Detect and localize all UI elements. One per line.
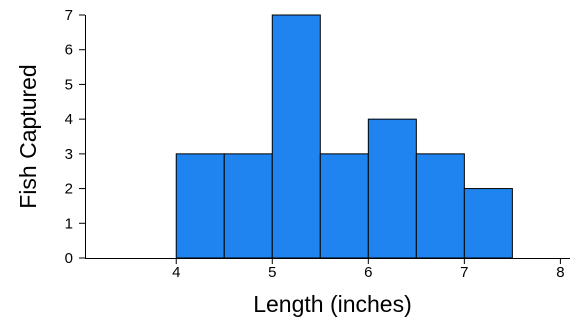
axes-group <box>85 15 570 259</box>
y-tick-label-5: 5 <box>65 76 73 93</box>
y-axis-title: Fish Captured <box>15 64 41 208</box>
bar-1 <box>175 153 225 259</box>
bar-7 <box>463 188 513 259</box>
bar-2 <box>223 153 273 259</box>
bars-group <box>175 14 513 259</box>
y-tick-label-3: 3 <box>65 146 73 163</box>
x-tick-label-7: 7 <box>460 264 468 281</box>
x-tick-label-5: 5 <box>268 264 276 281</box>
bar-4 <box>319 153 369 259</box>
y-tick-label-6: 6 <box>65 42 73 59</box>
x-tick-label-8: 8 <box>556 264 564 281</box>
bar-3 <box>271 14 321 259</box>
bar-5 <box>367 118 417 259</box>
y-tick-label-2: 2 <box>65 181 73 198</box>
x-tick-label-4: 4 <box>172 264 180 281</box>
y-tick-label-0: 0 <box>65 250 73 267</box>
x-tick-label-6: 6 <box>364 264 372 281</box>
bar-6 <box>415 153 465 259</box>
y-tick-label-7: 7 <box>65 7 73 24</box>
y-tick-label-1: 1 <box>65 215 73 232</box>
x-axis-title: Length (inches) <box>253 291 412 317</box>
y-ticks-group: 0 1 2 3 4 5 6 7 <box>65 7 85 267</box>
x-ticks-group: 4 5 6 7 8 <box>172 258 565 281</box>
y-tick-label-4: 4 <box>65 111 73 128</box>
